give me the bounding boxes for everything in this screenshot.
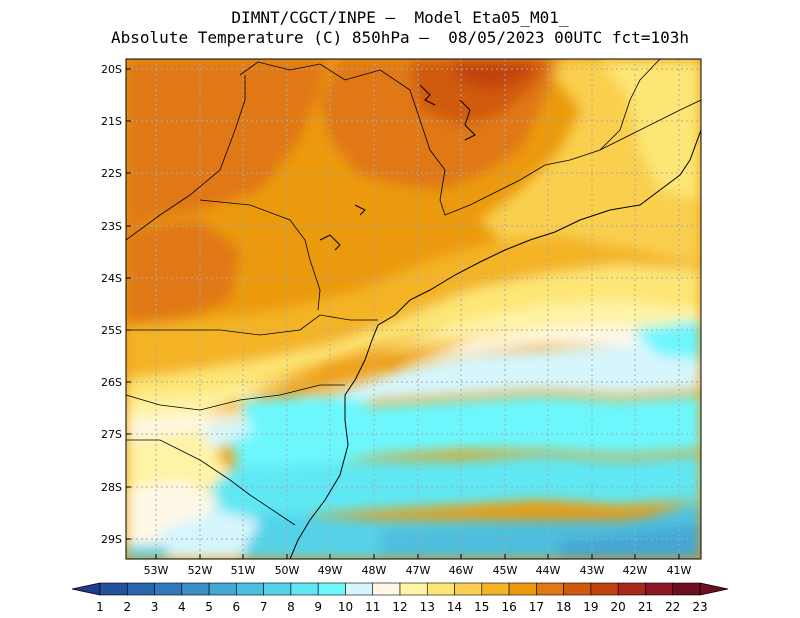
latitude-label: 29S (101, 533, 122, 546)
colorbar-label: 21 (638, 600, 653, 614)
longitude-label: 48W (362, 564, 387, 577)
colorbar-swatch (536, 582, 564, 596)
longitude-label: 51W (231, 564, 256, 577)
colorbar-label: 15 (474, 600, 489, 614)
colorbar-swatch (208, 582, 237, 596)
longitude-label: 53W (144, 564, 169, 577)
longitude-labels: 53W 52W 51W 50W 49W 48W 47W 46W 45W 44W 43W 42W 41W (144, 554, 692, 577)
colorbar-swatch (317, 582, 346, 596)
colorbar-label: 5 (205, 600, 213, 614)
grid-lines (126, 59, 701, 559)
colorbar-label: 1 (96, 600, 104, 614)
colorbar-label: 6 (233, 600, 241, 614)
colorbar-label: 11 (365, 600, 380, 614)
map-title-line-2: Absolute Temperature (C) 850hPa — 08/05/… (111, 28, 689, 47)
colorbar-swatch (126, 582, 155, 596)
longitude-label: 42W (623, 564, 648, 577)
colorbar-label: 7 (260, 600, 268, 614)
colorbar-swatch (590, 582, 619, 596)
colorbar-swatch (617, 582, 646, 596)
colorbar-label: 12 (392, 600, 407, 614)
colorbar-label: 20 (611, 600, 626, 614)
colorbar-swatch (645, 582, 674, 596)
latitude-label: 20S (101, 63, 122, 76)
colorbar-swatch (426, 582, 455, 596)
colorbar-swatch (99, 582, 128, 596)
colorbar-label: 19 (583, 600, 598, 614)
latitude-label: 26S (101, 376, 122, 389)
colorbar-swatch (372, 582, 401, 596)
plot-frame (125, 58, 702, 560)
colorbar-swatch (399, 582, 428, 596)
colorbar-label: 4 (178, 600, 186, 614)
colorbar-label: 18 (556, 600, 571, 614)
latitude-label: 27S (101, 428, 122, 441)
longitude-label: 45W (493, 564, 518, 577)
colorbar-swatch (290, 582, 319, 596)
temperature-field (126, 59, 701, 559)
colorbar-swatch (508, 582, 537, 596)
longitude-label: 46W (449, 564, 474, 577)
longitude-label: 52W (188, 564, 213, 577)
latitude-label: 23S (101, 220, 122, 233)
colorbar-swatch (454, 582, 483, 596)
colorbar-swatch (181, 582, 210, 596)
colorbar-swatch (345, 582, 374, 596)
colorbar-label: 23 (692, 600, 707, 614)
colorbar-swatch (481, 582, 510, 596)
colorbar-swatch (154, 582, 183, 596)
latitude-label: 21S (101, 115, 122, 128)
longitude-label: 41W (667, 564, 692, 577)
colorbar-label: 10 (338, 600, 353, 614)
colorbar-label: 22 (665, 600, 680, 614)
longitude-label: 49W (318, 564, 343, 577)
latitude-labels: 20S 21S 22S 23S 24S 25S 26S 27S 28S 29S (101, 63, 131, 546)
map-title-line-1: DIMNT/CGCT/INPE — Model Eta05_M01_ (231, 8, 569, 27)
latitude-label: 25S (101, 324, 122, 337)
colorbar-label: 8 (287, 600, 295, 614)
latitude-label: 24S (101, 272, 122, 285)
latitude-label: 28S (101, 481, 122, 494)
colorbar-swatch (263, 582, 292, 596)
colorbar-left-arrow (71, 582, 101, 596)
longitude-label: 43W (580, 564, 605, 577)
coastline (289, 84, 701, 559)
colorbar-swatch (563, 582, 592, 596)
colorbar-swatch (672, 582, 701, 596)
colorbar: 1 2 3 4 5 6 7 8 9 10 11 12 13 14 15 16 17 18 19 20 21 22 23 (71, 582, 729, 614)
political-boundaries (126, 59, 701, 526)
colorbar-label: 17 (529, 600, 544, 614)
colorbar-label: 3 (151, 600, 159, 614)
latitude-label: 22S (101, 167, 122, 180)
longitude-label: 47W (406, 564, 431, 577)
colorbar-label: 13 (420, 600, 435, 614)
colorbar-label: 9 (314, 600, 322, 614)
longitude-label: 44W (536, 564, 561, 577)
colorbar-right-arrow (699, 582, 729, 596)
colorbar-label: 16 (501, 600, 516, 614)
colorbar-label: 2 (123, 600, 131, 614)
colorbar-swatch (236, 582, 264, 596)
longitude-label: 50W (275, 564, 300, 577)
colorbar-label: 14 (447, 600, 462, 614)
